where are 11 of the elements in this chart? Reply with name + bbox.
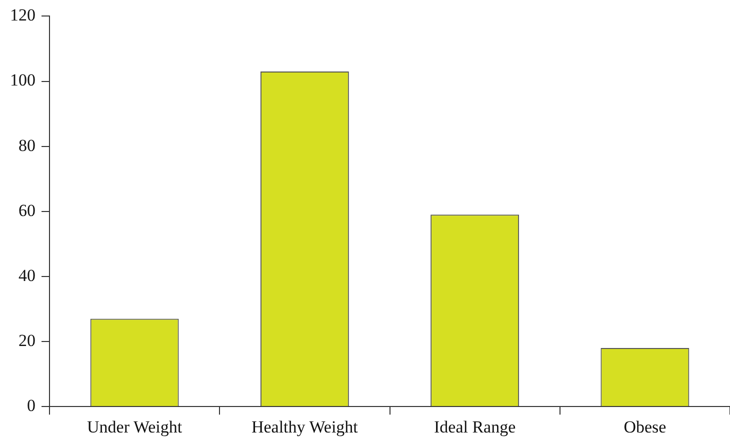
- x-tick-label: Healthy Weight: [251, 417, 358, 436]
- y-tick-label: 40: [18, 266, 36, 285]
- x-tick-label: Obese: [624, 417, 666, 436]
- y-tick-label: 80: [18, 136, 36, 155]
- y-tick-label: 60: [18, 200, 36, 220]
- x-tick-label: Under Weight: [87, 417, 182, 436]
- y-tick-label: 120: [10, 6, 36, 25]
- y-tick-label: 0: [27, 396, 36, 416]
- x-tick-label: Ideal Range: [434, 417, 516, 436]
- y-tick-label: 100: [10, 70, 36, 90]
- y-tick-label: 20: [18, 331, 36, 350]
